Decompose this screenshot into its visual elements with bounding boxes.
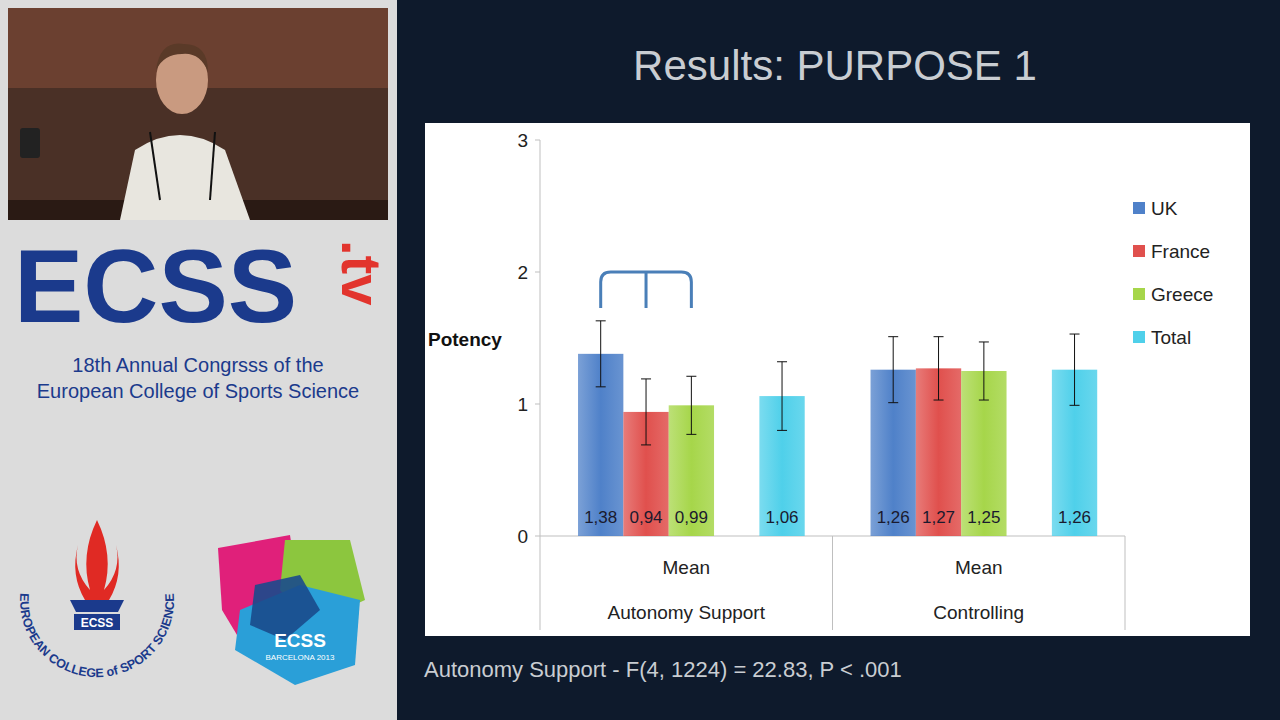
slide-background [397, 0, 1280, 720]
error-bar-cap [596, 320, 606, 321]
error-bar-cap [596, 386, 606, 387]
error-bar-cap [934, 336, 944, 337]
chart-title: Results: PURPOSE 1 [633, 42, 1037, 89]
video-frame [8, 8, 388, 220]
y-tick-label: 1 [517, 394, 528, 415]
error-bar-cap [888, 336, 898, 337]
congress-line: European College of Sports Science [37, 380, 359, 402]
error-bar-cap [686, 376, 696, 377]
legend-swatch [1133, 245, 1145, 257]
error-bar-cap [777, 430, 787, 431]
congress-line: 18th Annual Congrsss of the [72, 354, 323, 376]
speaker-body [120, 135, 250, 220]
significance-bracket [601, 272, 692, 308]
error-bar [979, 342, 989, 400]
logo-suffix: .tv [330, 240, 393, 305]
speaker-remote [20, 128, 40, 158]
chart-box [425, 123, 1250, 636]
group-label: Autonomy Support [608, 602, 766, 623]
legend-label: France [1151, 241, 1210, 262]
legend-label: Total [1151, 327, 1191, 348]
badge: ECSS BARCELONA 2013 [218, 535, 365, 685]
error-bar [596, 321, 606, 387]
seal-flame [75, 520, 119, 600]
error-bar-cap [641, 378, 651, 379]
page: ECSS .tv 18th Annual Congrsss of the Europe… [0, 0, 1280, 720]
group-separator [540, 536, 541, 630]
error-bar [686, 376, 696, 434]
y-axis: 0 1 2 3 [517, 130, 540, 547]
group-separator [832, 536, 833, 630]
legend-label: UK [1151, 198, 1178, 219]
annotation: Autonomy Support - F(4, 1224) = 22.83, P… [424, 657, 902, 682]
legend-swatch [1133, 288, 1145, 300]
y-tick [535, 140, 540, 141]
data-label: 1,26 [877, 508, 910, 527]
error-bar-cap [934, 400, 944, 401]
microphone [210, 132, 215, 200]
y-tick-label: 0 [517, 526, 528, 547]
error-bar-cap [641, 444, 651, 445]
legend: UK France Greece Total [1133, 198, 1213, 348]
seal-cup [70, 600, 124, 612]
data-label: 0,99 [675, 508, 708, 527]
y-tick [535, 536, 540, 537]
plot-marks [578, 321, 1097, 536]
y-axis-title: Potency [428, 329, 502, 350]
error-bar-stem [983, 342, 984, 400]
speaker-hair [156, 44, 208, 72]
error-bar-cap [888, 402, 898, 403]
error-bar [777, 362, 787, 431]
error-bar-cap [686, 434, 696, 435]
microphone [150, 132, 160, 200]
seal-plate [74, 614, 120, 630]
seal: ECSSEUROPEAN COLLEGE of SPORT SCIENCE [17, 520, 177, 680]
data-labels: 1,38 1,26 0,94 1,27 0,99 1,25 1,06 1,26 [584, 508, 1091, 527]
error-bar-stem [1074, 334, 1075, 405]
legend-swatch [1133, 331, 1145, 343]
logo: ECSS [14, 228, 297, 344]
x-tick-label: Mean [662, 557, 710, 578]
legend-label: Greece [1151, 284, 1213, 305]
data-label: 0,94 [629, 508, 662, 527]
data-label: 1,25 [967, 508, 1000, 527]
x-axis: Mean Mean Autonomy Support Controlling [540, 536, 1125, 630]
error-bar-stem [782, 362, 783, 431]
legend-swatch [1133, 202, 1145, 214]
error-bar-cap [777, 361, 787, 362]
error-bar-cap [1070, 405, 1080, 406]
data-label: 1,38 [584, 508, 617, 527]
error-bar-cap [979, 400, 989, 401]
error-bar-stem [691, 376, 692, 434]
y-tick [535, 272, 540, 273]
error-bar-stem [938, 337, 939, 400]
data-label: 1,06 [765, 508, 798, 527]
y-tick [535, 404, 540, 405]
data-label: 1,26 [1058, 508, 1091, 527]
error-bar-cap [1070, 334, 1080, 335]
y-tick-label: 2 [517, 262, 528, 283]
error-bar [641, 379, 651, 445]
badge-name: ECSS [274, 630, 326, 651]
data-label: 1,27 [922, 508, 955, 527]
error-bar [934, 337, 944, 400]
seal-text: EUROPEAN COLLEGE of SPORT SCIENCE [17, 593, 177, 680]
seal-name: ECSS [81, 616, 114, 630]
video-background [8, 8, 388, 220]
x-tick-label: Mean [955, 557, 1003, 578]
seal-text-path: EUROPEAN COLLEGE of SPORT SCIENCE [17, 593, 177, 680]
group-separator [1125, 536, 1126, 630]
y-tick-label: 3 [517, 130, 528, 151]
error-bar-cap [979, 341, 989, 342]
side-panel [0, 0, 397, 720]
error-bar-stem [600, 321, 601, 387]
y-axis-line [540, 140, 541, 536]
error-bar-stem [893, 337, 894, 403]
error-bar-stem [646, 379, 647, 445]
error-bar [888, 337, 898, 403]
group-label: Controlling [933, 602, 1024, 623]
badge-subtitle: BARCELONA 2013 [266, 653, 335, 662]
error-bar [1070, 334, 1080, 405]
